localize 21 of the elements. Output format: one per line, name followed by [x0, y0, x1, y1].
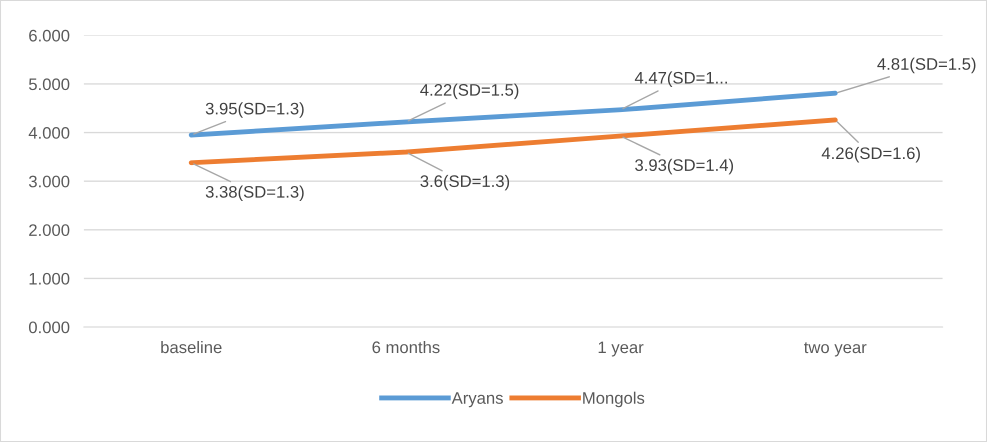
y-tick-label: 0.000 [28, 321, 70, 334]
data-label: 4.81(SD=1.5) [877, 58, 976, 74]
y-tick-label: 3.000 [28, 176, 70, 188]
y-tick-label: 5.000 [28, 78, 70, 90]
y-tick-label: 2.000 [29, 224, 70, 236]
y-tick-label: 4.000 [28, 127, 70, 139]
legend-label: Mongols [583, 392, 644, 408]
y-tick-label: 1.000 [30, 272, 70, 285]
data-label: 3.6(SD=1.3) [420, 174, 510, 190]
data-label: 4.47(SD=1... [634, 71, 727, 87]
x-tick-label: baseline [161, 340, 222, 354]
y-tick-label: 6.000 [29, 30, 70, 42]
x-tick-label: two year [804, 342, 866, 357]
data-label: 3.38(SD=1.3) [206, 186, 304, 202]
data-label: 3.95(SD=1.3) [206, 102, 304, 118]
legend-label: Aryans [452, 392, 503, 408]
x-tick-label: 6 months [372, 340, 440, 354]
data-label: 4.26(SD=1.6) [822, 146, 920, 162]
data-label: 3.93(SD=1.4) [635, 158, 734, 174]
x-tick-label: 1 year [598, 342, 644, 357]
data-label: 4.22(SD=1.5) [420, 84, 518, 100]
